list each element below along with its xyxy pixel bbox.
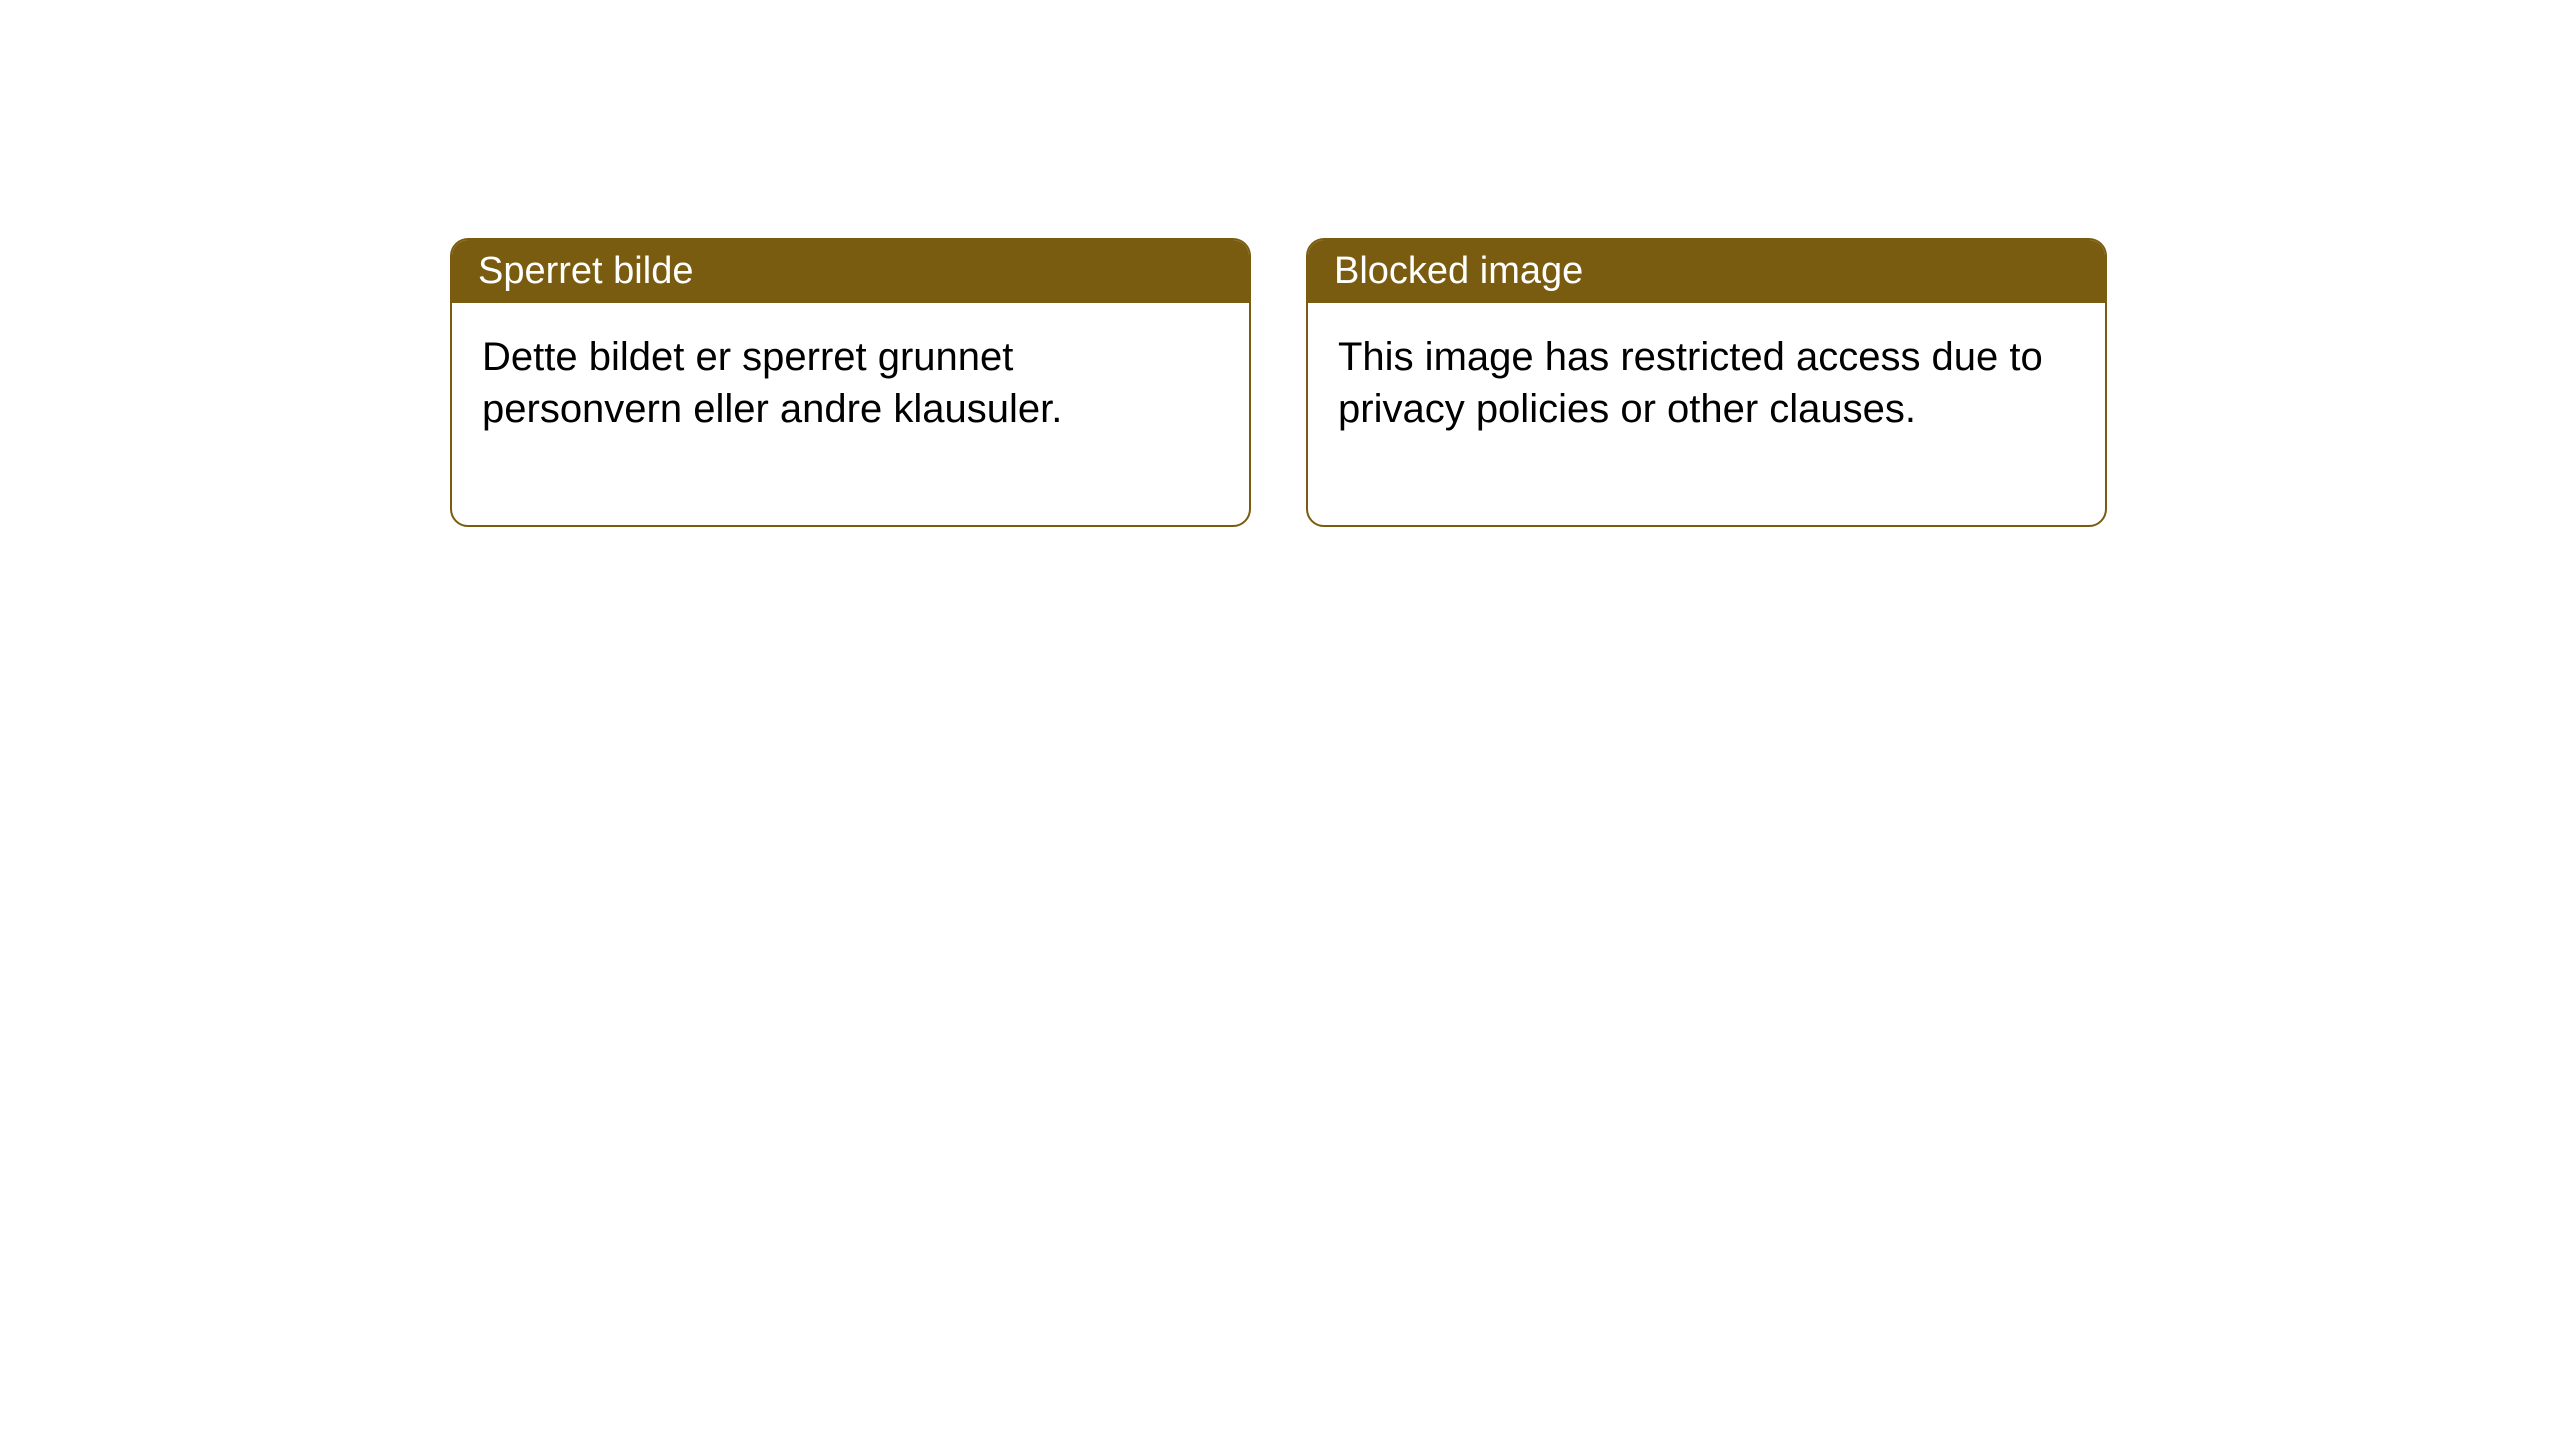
notice-container: Sperret bilde Dette bildet er sperret gr… bbox=[450, 238, 2107, 527]
notice-body-norwegian: Dette bildet er sperret grunnet personve… bbox=[452, 303, 1249, 525]
notice-card-norwegian: Sperret bilde Dette bildet er sperret gr… bbox=[450, 238, 1251, 527]
notice-card-english: Blocked image This image has restricted … bbox=[1306, 238, 2107, 527]
notice-body-english: This image has restricted access due to … bbox=[1308, 303, 2105, 525]
notice-header-norwegian: Sperret bilde bbox=[452, 240, 1249, 303]
notice-header-english: Blocked image bbox=[1308, 240, 2105, 303]
notice-title-english: Blocked image bbox=[1334, 250, 1583, 292]
notice-text-english: This image has restricted access due to … bbox=[1338, 335, 2043, 431]
notice-title-norwegian: Sperret bilde bbox=[478, 250, 693, 292]
notice-text-norwegian: Dette bildet er sperret grunnet personve… bbox=[482, 335, 1062, 431]
